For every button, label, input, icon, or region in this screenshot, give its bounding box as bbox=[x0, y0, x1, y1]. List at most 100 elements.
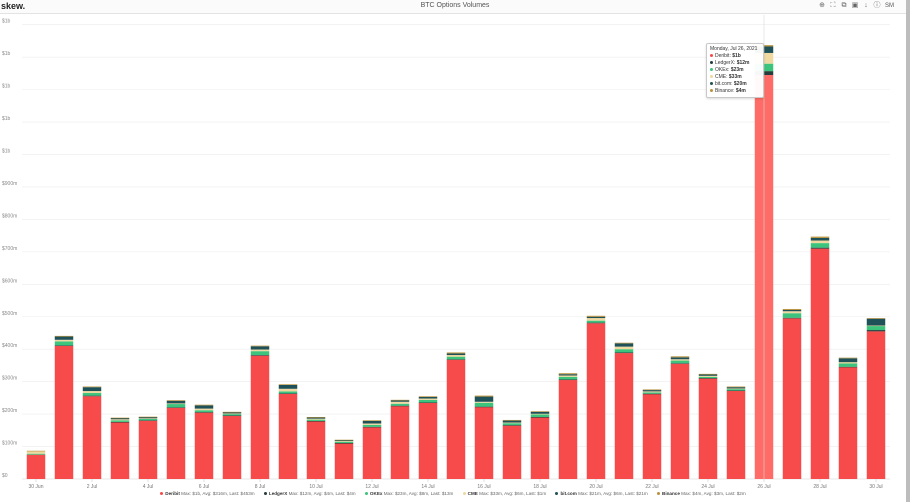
bar-segment-ledgerx[interactable] bbox=[726, 390, 746, 392]
bar-segment-deribit[interactable] bbox=[390, 405, 410, 479]
bar-segment-ledgerx[interactable] bbox=[866, 330, 886, 332]
bar-segment-binance[interactable] bbox=[250, 345, 270, 347]
bar-segment-binance[interactable] bbox=[838, 357, 858, 359]
bar-segment-cme[interactable] bbox=[390, 401, 410, 404]
bar-segment-deribit[interactable] bbox=[866, 331, 886, 479]
bar-segment-binance[interactable] bbox=[26, 450, 46, 452]
bar-segment-cme[interactable] bbox=[306, 418, 326, 420]
bar-segment-binance[interactable] bbox=[222, 411, 242, 413]
bar-segment-okex[interactable] bbox=[782, 313, 802, 318]
bar-segment-okex[interactable] bbox=[866, 325, 886, 331]
bar-segment-bitcom[interactable] bbox=[54, 336, 74, 340]
bar-segment-bitcom[interactable] bbox=[530, 411, 550, 414]
bar-segment-deribit[interactable] bbox=[838, 367, 858, 479]
bar-segment-ledgerx[interactable] bbox=[810, 247, 830, 249]
bar-segment-deribit[interactable] bbox=[26, 454, 46, 479]
bar-segment-okex[interactable] bbox=[586, 320, 606, 323]
bar-segment-binance[interactable] bbox=[810, 236, 830, 238]
bar-stack-24-jul[interactable] bbox=[698, 373, 718, 479]
bar-segment-binance[interactable] bbox=[418, 396, 438, 397]
bar-segment-ledgerx[interactable] bbox=[54, 345, 74, 346]
bar-stack-21-jul[interactable] bbox=[614, 342, 634, 479]
bar-segment-deribit[interactable] bbox=[250, 355, 270, 479]
bar-segment-okex[interactable] bbox=[530, 414, 550, 418]
bar-stack-22-jul[interactable] bbox=[642, 389, 662, 479]
bar-segment-binance[interactable] bbox=[782, 308, 802, 310]
bar-segment-deribit[interactable] bbox=[502, 425, 522, 479]
bar-segment-okex[interactable] bbox=[838, 363, 858, 367]
bar-segment-cme[interactable] bbox=[222, 413, 242, 415]
bar-segment-ledgerx[interactable] bbox=[166, 407, 186, 408]
bar-stack-16-jul[interactable] bbox=[474, 395, 494, 479]
bar-segment-bitcom[interactable] bbox=[614, 343, 634, 347]
legend-item-ledgerx[interactable]: LedgerX Max: $12m, Avg: $4m, Last: $4m bbox=[263, 491, 356, 496]
bars-group[interactable] bbox=[26, 15, 886, 480]
bar-stack-28-jul[interactable] bbox=[810, 236, 830, 479]
image-icon[interactable]: ▣ bbox=[851, 2, 859, 9]
bar-segment-cme[interactable] bbox=[250, 349, 270, 352]
bar-segment-okex[interactable] bbox=[26, 453, 46, 455]
bar-segment-bitcom[interactable] bbox=[166, 400, 186, 404]
bar-segment-deribit[interactable] bbox=[474, 406, 494, 479]
bar-segment-binance[interactable] bbox=[698, 373, 718, 375]
bar-segment-cme[interactable] bbox=[614, 346, 634, 350]
bar-stack-10-jul[interactable] bbox=[306, 417, 326, 479]
bar-segment-okex[interactable] bbox=[306, 419, 326, 421]
bar-segment-bitcom[interactable] bbox=[362, 420, 382, 424]
bar-segment-binance[interactable] bbox=[642, 389, 662, 391]
bar-segment-cme[interactable] bbox=[698, 375, 718, 377]
bar-stack-5-jul[interactable] bbox=[166, 400, 186, 479]
bar-segment-cme[interactable] bbox=[474, 401, 494, 403]
bar-segment-okex[interactable] bbox=[390, 403, 410, 406]
bar-segment-deribit[interactable] bbox=[726, 390, 746, 479]
bar-segment-deribit[interactable] bbox=[362, 427, 382, 479]
bar-segment-binance[interactable] bbox=[138, 416, 158, 418]
bar-segment-cme[interactable] bbox=[642, 391, 662, 393]
bar-stack-2-jul[interactable] bbox=[82, 386, 102, 479]
bar-stack-13-jul[interactable] bbox=[390, 399, 410, 479]
bar-segment-bitcom[interactable] bbox=[446, 353, 466, 356]
bar-segment-okex[interactable] bbox=[250, 351, 270, 356]
download-icon[interactable]: ↓ bbox=[864, 2, 868, 9]
bar-segment-cme[interactable] bbox=[166, 403, 186, 405]
bar-segment-okex[interactable] bbox=[194, 410, 214, 413]
bar-segment-ledgerx[interactable] bbox=[838, 366, 858, 368]
bar-segment-ledgerx[interactable] bbox=[782, 317, 802, 319]
bar-segment-bitcom[interactable] bbox=[698, 374, 718, 376]
bar-stack-29-jul[interactable] bbox=[838, 357, 858, 479]
bar-segment-binance[interactable] bbox=[558, 373, 578, 375]
bar-segment-ledgerx[interactable] bbox=[250, 355, 270, 356]
bar-segment-bitcom[interactable] bbox=[838, 358, 858, 363]
bar-segment-cme[interactable] bbox=[838, 362, 858, 364]
bar-stack-3-jul[interactable] bbox=[110, 417, 130, 479]
bar-segment-deribit[interactable] bbox=[82, 396, 102, 479]
bar-segment-okex[interactable] bbox=[558, 376, 578, 380]
bar-segment-okex[interactable] bbox=[334, 441, 354, 443]
bar-segment-binance[interactable] bbox=[446, 352, 466, 354]
bar-segment-deribit[interactable] bbox=[334, 443, 354, 479]
bar-segment-deribit[interactable] bbox=[278, 393, 298, 479]
bar-segment-ledgerx[interactable] bbox=[82, 395, 102, 397]
bar-stack-12-jul[interactable] bbox=[362, 420, 382, 479]
bar-segment-binance[interactable] bbox=[726, 386, 746, 388]
bar-segment-deribit[interactable] bbox=[306, 421, 326, 479]
legend-item-binance[interactable]: Binance Max: $4m, Avg: $3m, Last: $2m bbox=[657, 491, 746, 496]
bar-segment-bitcom[interactable] bbox=[390, 400, 410, 402]
bar-segment-cme[interactable] bbox=[138, 418, 158, 419]
bar-segment-ledgerx[interactable] bbox=[334, 442, 354, 444]
bar-segment-cme[interactable] bbox=[726, 388, 746, 390]
bar-segment-binance[interactable] bbox=[362, 420, 382, 421]
bar-segment-okex[interactable] bbox=[614, 349, 634, 353]
bar-segment-bitcom[interactable] bbox=[82, 387, 102, 392]
bar-segment-cme[interactable] bbox=[334, 441, 354, 442]
bar-segment-binance[interactable] bbox=[194, 404, 214, 406]
bar-segment-ledgerx[interactable] bbox=[138, 420, 158, 421]
bar-segment-cme[interactable] bbox=[54, 339, 74, 342]
bar-segment-binance[interactable] bbox=[334, 439, 354, 441]
bar-segment-bitcom[interactable] bbox=[278, 384, 298, 389]
bar-segment-okex[interactable] bbox=[502, 423, 522, 426]
bar-segment-bitcom[interactable] bbox=[782, 309, 802, 312]
bar-segment-ledgerx[interactable] bbox=[278, 393, 298, 394]
bar-segment-okex[interactable] bbox=[726, 389, 746, 391]
bar-segment-binance[interactable] bbox=[390, 399, 410, 401]
